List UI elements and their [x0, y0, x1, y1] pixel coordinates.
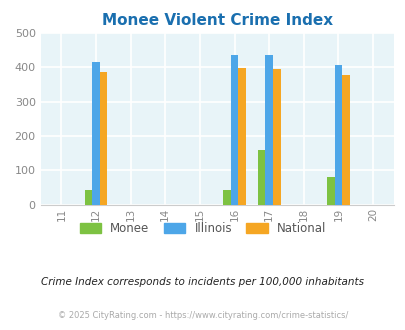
- Legend: Monee, Illinois, National: Monee, Illinois, National: [75, 217, 330, 240]
- Text: Crime Index corresponds to incidents per 100,000 inhabitants: Crime Index corresponds to incidents per…: [41, 277, 364, 287]
- Title: Monee Violent Crime Index: Monee Violent Crime Index: [101, 13, 332, 28]
- Text: © 2025 CityRating.com - https://www.cityrating.com/crime-statistics/: © 2025 CityRating.com - https://www.city…: [58, 311, 347, 320]
- Bar: [334, 65, 341, 205]
- Bar: [223, 190, 230, 205]
- Bar: [341, 75, 349, 205]
- Bar: [326, 177, 334, 205]
- Bar: [84, 190, 92, 205]
- Bar: [238, 68, 245, 205]
- Bar: [272, 69, 280, 205]
- Bar: [230, 55, 238, 205]
- Bar: [257, 150, 265, 205]
- Bar: [92, 62, 100, 205]
- Bar: [100, 72, 107, 205]
- Bar: [265, 55, 272, 205]
